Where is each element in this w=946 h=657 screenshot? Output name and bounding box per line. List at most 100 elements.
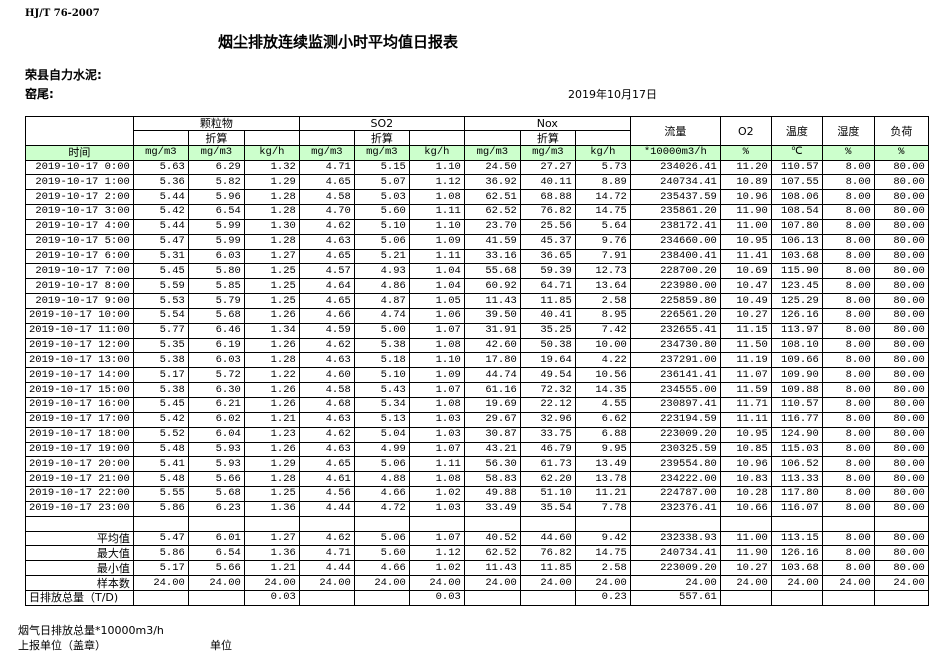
- value-cell: 5.18: [353, 352, 410, 369]
- value-cell: 10.27: [719, 307, 772, 324]
- value-cell: 1.12: [408, 545, 465, 562]
- value-cell: 1.27: [243, 248, 300, 265]
- summary-row: 日排放总量（T/D) 0.03 0.03 0.23 557.61: [25, 589, 929, 606]
- time-cell: 2019-10-17 22:00: [25, 486, 134, 502]
- time-cell: 2019-10-17 16:00: [25, 397, 134, 413]
- value-cell: 8.00: [821, 322, 875, 339]
- value-cell: 8.00: [821, 293, 875, 309]
- value-cell: 5.35: [132, 337, 189, 354]
- value-cell: 40.52: [463, 530, 521, 547]
- value-cell: 5.80: [187, 263, 245, 280]
- value-cell: 80.00: [873, 545, 929, 562]
- value-cell: 24.00: [187, 575, 245, 591]
- value-cell: 5.10: [353, 218, 410, 235]
- value-cell: 1.28: [243, 352, 300, 369]
- value-cell: 24.00: [463, 575, 521, 591]
- value-cell: 240734.41: [629, 545, 721, 562]
- value-cell: 1.07: [408, 322, 465, 339]
- value-cell: 224787.00: [629, 486, 721, 502]
- value-cell: 59.39: [519, 263, 576, 280]
- value-cell: 5.04: [353, 426, 410, 443]
- value-cell: 80.00: [873, 204, 929, 220]
- summary-label: 平均值: [25, 530, 134, 547]
- value-cell: 6.03: [187, 248, 245, 265]
- value-cell: 5.64: [574, 218, 631, 235]
- reporter-label: 上报单位（盖章）: [18, 639, 106, 652]
- value-cell: 13.49: [574, 456, 631, 473]
- table-row: 2019-10-17 14:00 5.17 5.72 1.22 4.60 5.10 1.09…: [25, 367, 929, 384]
- value-cell: 5.96: [187, 189, 245, 206]
- value-cell: 5.47: [132, 530, 189, 547]
- value-cell: 11.41: [719, 248, 772, 265]
- value-cell: 4.57: [298, 263, 355, 280]
- value-cell: 5.55: [132, 486, 189, 502]
- header-empty: [463, 130, 521, 146]
- value-cell: 14.75: [574, 204, 631, 220]
- value-cell: 10.95: [719, 426, 772, 443]
- value-cell: 4.66: [353, 560, 410, 577]
- value-cell: 8.00: [821, 545, 875, 562]
- value-cell: 108.54: [770, 204, 823, 220]
- value-cell: 1.03: [408, 426, 465, 443]
- value-cell: 2.58: [574, 293, 631, 309]
- value-cell: 24.00: [353, 575, 410, 591]
- value-cell: 62.52: [463, 545, 521, 562]
- value-cell: 6.02: [187, 411, 245, 428]
- value-cell: 6.19: [187, 337, 245, 354]
- value-cell: 80.00: [873, 174, 929, 191]
- value-cell: 5.48: [132, 441, 189, 458]
- value-cell: 5.06: [353, 456, 410, 473]
- company-label: 荣县自力水泥:: [25, 68, 102, 82]
- value-cell: 110.57: [770, 159, 823, 176]
- value-cell: 80.00: [873, 530, 929, 547]
- value-cell: 62.52: [463, 204, 521, 220]
- table-row: 2019-10-17 22:00 5.55 5.68 1.25 4.56 4.66 1.02…: [25, 486, 929, 502]
- header-load: 负荷: [873, 116, 929, 146]
- value-cell: 24.00: [770, 575, 823, 591]
- value-cell: 11.85: [519, 293, 576, 309]
- time-cell: 2019-10-17 9:00: [25, 293, 134, 309]
- value-cell: 5.66: [187, 471, 245, 488]
- time-cell: 2019-10-17 13:00: [25, 352, 134, 369]
- value-cell: 4.71: [298, 159, 355, 176]
- value-cell: 4.93: [353, 263, 410, 280]
- value-cell: 1.25: [243, 278, 300, 295]
- value-cell: 234222.00: [629, 471, 721, 488]
- value-cell: 80.00: [873, 218, 929, 235]
- value-cell: 5.63: [132, 159, 189, 176]
- value-cell: 76.82: [519, 545, 576, 562]
- value-cell: 43.21: [463, 441, 521, 458]
- value-cell: 4.59: [298, 322, 355, 339]
- value-cell: 5.86: [132, 545, 189, 562]
- value-cell: 4.56: [298, 486, 355, 502]
- value-cell: 1.09: [408, 233, 465, 250]
- value-cell: 5.60: [353, 545, 410, 562]
- empty-cell: [187, 515, 245, 532]
- value-cell: 4.63: [298, 233, 355, 250]
- value-cell: 8.89: [574, 174, 631, 191]
- value-cell: 10.27: [719, 560, 772, 577]
- value-cell: 4.65: [298, 248, 355, 265]
- standard-code: HJ/T 76-2007: [25, 8, 100, 19]
- value-cell: 230897.41: [629, 397, 721, 413]
- value-cell: 223194.59: [629, 411, 721, 428]
- header-empty: [408, 130, 465, 146]
- value-cell: 29.67: [463, 411, 521, 428]
- header-empty: [243, 130, 300, 146]
- table-row: 2019-10-17 15:00 5.38 6.30 1.26 4.58 5.43 1.07…: [25, 382, 929, 398]
- value-cell: 4.63: [298, 352, 355, 369]
- value-cell: 6.46: [187, 322, 245, 339]
- value-cell: 237291.00: [629, 352, 721, 369]
- value-cell: 80.00: [873, 411, 929, 428]
- value-cell: 4.99: [353, 441, 410, 458]
- value-cell: 109.66: [770, 352, 823, 369]
- value-cell: 5.73: [574, 159, 631, 176]
- value-cell: 31.91: [463, 322, 521, 339]
- empty-cell: [298, 515, 355, 532]
- summary-row: 最小值 5.17 5.66 1.21 4.44 4.66 1.02 11.43 11.85 2.5…: [25, 560, 929, 577]
- value-cell: 4.63: [298, 441, 355, 458]
- value-cell: 11.07: [719, 367, 772, 384]
- unit-cell: %: [873, 145, 929, 161]
- value-cell: 1.04: [408, 263, 465, 280]
- report-date: 2019年10月17日: [568, 88, 657, 101]
